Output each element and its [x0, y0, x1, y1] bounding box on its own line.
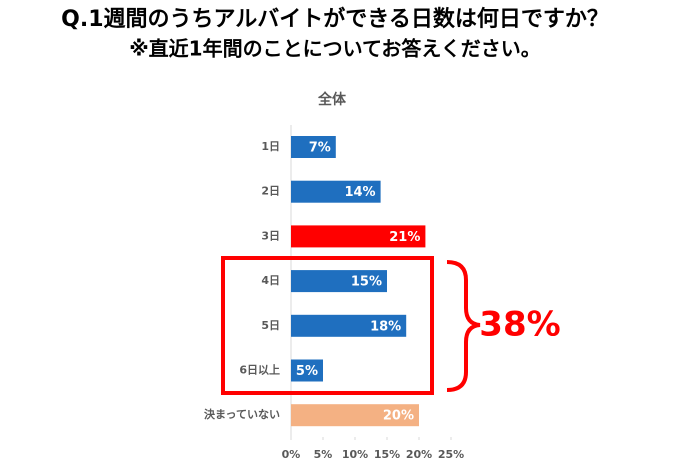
value-label: 18% [370, 319, 401, 334]
y-tick-label: 2日 [261, 185, 280, 198]
bar [291, 136, 336, 158]
plot-title: 全体 [317, 91, 347, 108]
bar [291, 404, 419, 427]
value-label: 20% [383, 409, 414, 424]
x-tick-label: 5% [314, 448, 333, 461]
y-tick-label: 3日 [261, 229, 280, 242]
bar [291, 225, 426, 248]
value-label: 15% [351, 275, 382, 290]
chart-subtitle: ※直近1年間のことについてお答えください。 [129, 37, 541, 61]
y-tick-label: 6日以上 [239, 363, 280, 377]
x-tick-label: 0% [282, 448, 301, 461]
bar [291, 270, 387, 293]
x-tick-label: 20% [406, 448, 432, 461]
value-label: 21% [389, 230, 420, 245]
value-label: 7% [309, 141, 331, 156]
annotation: 38% [479, 305, 560, 345]
bar [291, 359, 323, 382]
y-tick-label: 4日 [261, 274, 280, 287]
bracket [446, 260, 481, 392]
y-tick-label: 5日 [261, 319, 280, 332]
value-label: 14% [344, 185, 375, 200]
x-tick-label: 10% [342, 448, 368, 461]
x-tick-label: 15% [374, 448, 400, 461]
value-label: 5% [296, 364, 318, 379]
bar [291, 314, 407, 337]
bar [291, 180, 381, 203]
chart-title: Q.1週間のうちアルバイトができる日数は何日ですか？ [61, 6, 609, 32]
y-tick-label: 1日 [261, 140, 280, 153]
y-tick-label: 決まっていない [204, 407, 280, 421]
highlight-box [221, 256, 434, 395]
x-tick-label: 25% [438, 448, 464, 461]
